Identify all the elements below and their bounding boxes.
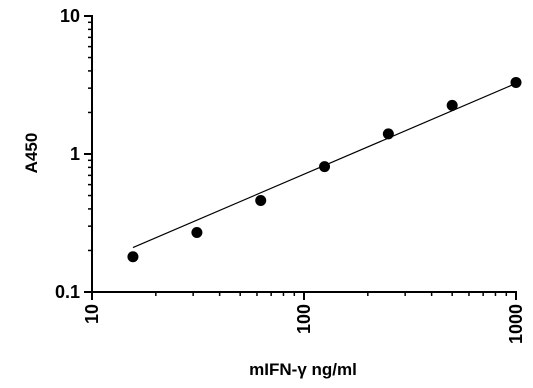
tick-labels: 0.1 1 10 10 100 1000 bbox=[55, 6, 526, 344]
data-points bbox=[127, 76, 522, 263]
x-tick-label: 100 bbox=[294, 304, 314, 334]
y-axis-label: A450 bbox=[22, 133, 41, 174]
y-tick-label: 0.1 bbox=[55, 282, 80, 302]
axes bbox=[84, 15, 517, 300]
y-tick-label: 10 bbox=[60, 6, 80, 26]
x-tick-label: 10 bbox=[82, 304, 102, 324]
y-tick-label: 1 bbox=[70, 144, 80, 164]
data-point bbox=[382, 128, 394, 140]
data-point bbox=[127, 251, 139, 263]
minor-ticks bbox=[88, 21, 508, 296]
x-tick-label: 1000 bbox=[506, 304, 526, 344]
data-point bbox=[510, 76, 522, 88]
data-point bbox=[191, 226, 203, 238]
data-point bbox=[446, 99, 458, 111]
data-point bbox=[319, 161, 331, 173]
data-point bbox=[255, 195, 267, 207]
x-axis-label: mIFN-γ ng/ml bbox=[249, 360, 357, 379]
